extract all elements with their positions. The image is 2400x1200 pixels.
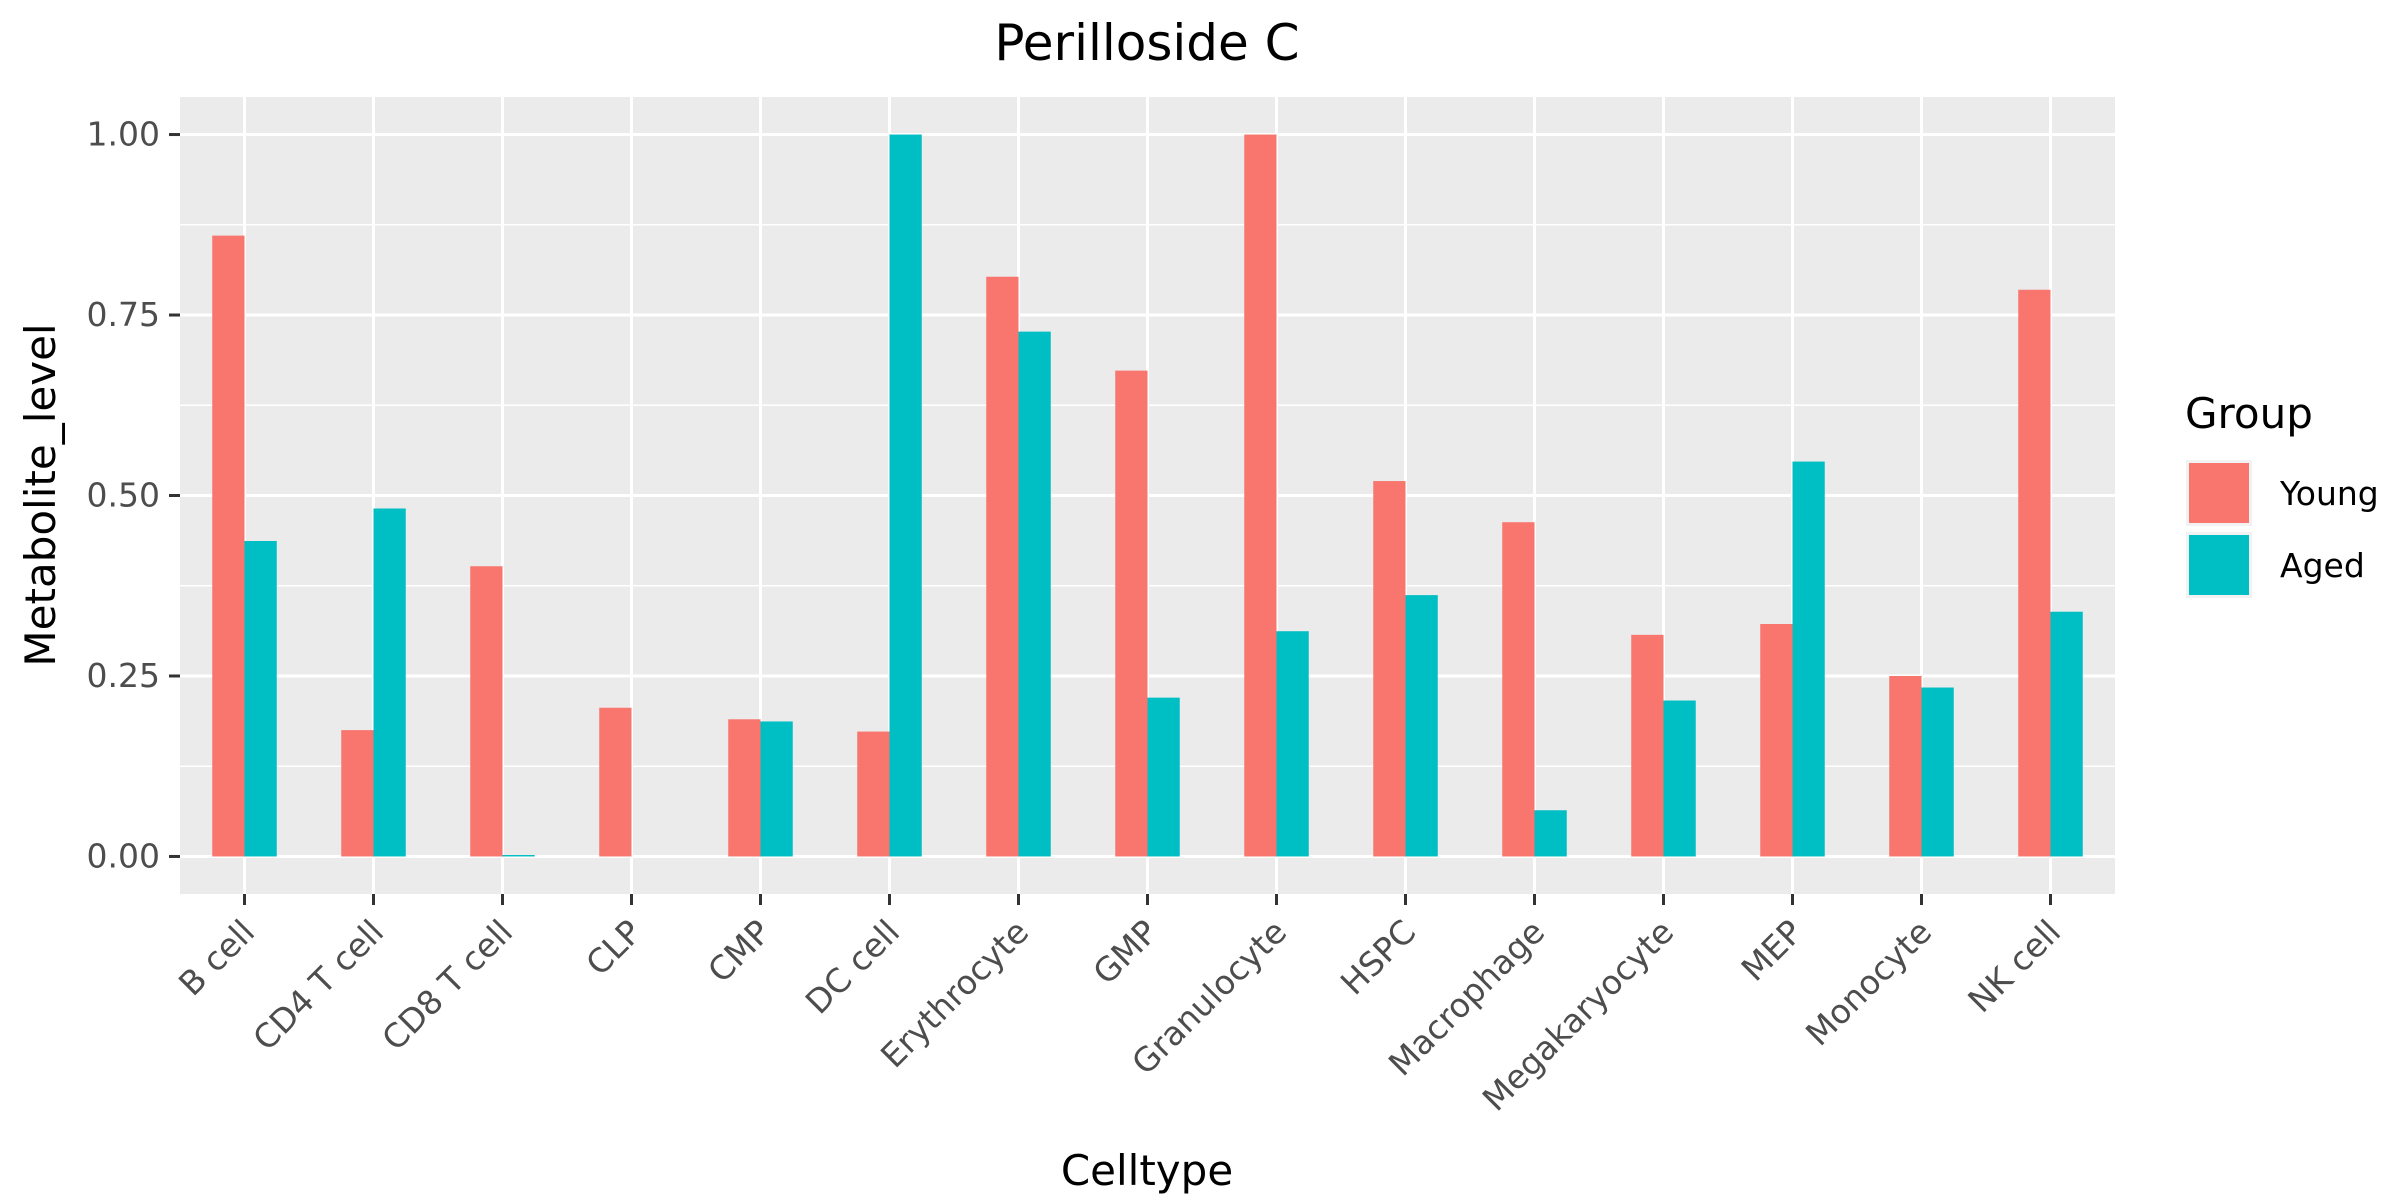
bar-aged xyxy=(1534,810,1567,857)
y-tick-label: 1.00 xyxy=(87,115,160,154)
bar-aged xyxy=(1276,631,1309,857)
bar-young xyxy=(857,731,890,857)
legend: Group Young Aged xyxy=(2185,389,2379,598)
bar-young xyxy=(470,566,503,857)
bar-aged xyxy=(373,508,406,857)
y-tick-label: 0.50 xyxy=(87,476,160,515)
bar-aged xyxy=(1018,331,1051,857)
bar-young xyxy=(1244,134,1277,857)
bar-young xyxy=(341,730,374,857)
bar-young xyxy=(212,235,245,857)
x-tick-label: DC cell xyxy=(798,912,907,1021)
y-tick-label: 0.75 xyxy=(87,295,160,334)
legend-swatch-aged xyxy=(2189,535,2249,595)
legend-label-aged: Aged xyxy=(2280,546,2365,585)
x-tick-label: CMP xyxy=(700,912,778,990)
y-axis-title: Metabolite_level xyxy=(16,323,65,666)
bar-young xyxy=(1115,370,1148,857)
bar-young xyxy=(1502,522,1535,857)
bar-aged xyxy=(889,134,922,857)
bar-young xyxy=(728,719,761,857)
x-tick-label: CD4 T cell xyxy=(245,912,391,1058)
bar-aged xyxy=(760,721,793,857)
bar-aged xyxy=(2050,611,2083,857)
x-tick-label: NK cell xyxy=(1960,912,2068,1020)
bar-aged xyxy=(1921,687,1954,857)
legend-label-young: Young xyxy=(2279,474,2379,513)
bar-young xyxy=(599,707,632,857)
x-tick-label: CD8 T cell xyxy=(374,912,520,1058)
x-tick-label: Monocyte xyxy=(1798,912,1939,1053)
bar-aged xyxy=(244,540,277,857)
bar-aged xyxy=(1792,461,1825,857)
bars xyxy=(212,134,2083,857)
bar-aged xyxy=(502,855,535,857)
bar-aged xyxy=(1147,697,1180,857)
bar-young xyxy=(986,276,1019,857)
bar-young xyxy=(1631,634,1664,857)
x-tick-label: HSPC xyxy=(1333,912,1423,1002)
legend-swatch-young xyxy=(2189,463,2249,523)
x-axis-title: Celltype xyxy=(1061,1146,1233,1195)
x-tick-label: MEP xyxy=(1734,912,1811,989)
x-tick-label: GMP xyxy=(1085,912,1165,992)
y-tick-label: 0.00 xyxy=(87,836,160,875)
x-tick-label: B cell xyxy=(171,912,262,1003)
x-tick-label: CLP xyxy=(578,912,649,983)
bar-young xyxy=(1373,481,1406,857)
y-tick-label: 0.25 xyxy=(87,656,160,695)
bar-aged xyxy=(1405,595,1438,857)
bar-young xyxy=(1889,675,1922,857)
y-axis: 0.00 0.25 0.50 0.75 1.00 xyxy=(87,115,180,875)
bar-young xyxy=(1760,624,1793,857)
bar-young xyxy=(2018,289,2051,857)
chart-title: Perilloside C xyxy=(994,14,1299,72)
bar-aged xyxy=(1663,700,1696,857)
legend-title: Group xyxy=(2185,389,2313,438)
